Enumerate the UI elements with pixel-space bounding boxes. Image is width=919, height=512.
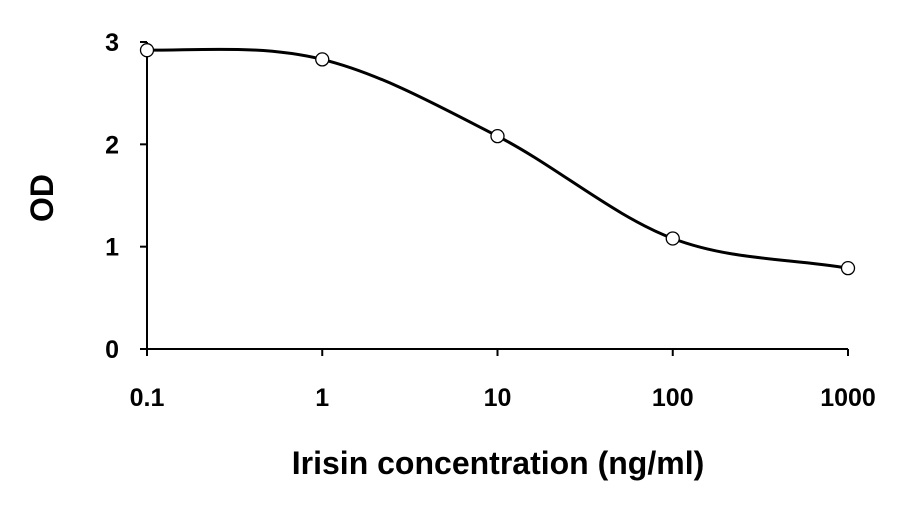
y-tick-label: 0 (105, 336, 119, 364)
data-point (665, 231, 680, 246)
axes (140, 41, 849, 356)
data-point (490, 128, 505, 144)
series-line (146, 47, 849, 270)
x-tick-label: 0.1 (130, 384, 165, 412)
series-curve-group (146, 47, 849, 270)
x-tick-label: 1 (315, 384, 329, 412)
y-tick-label: 3 (105, 29, 119, 57)
x-tick-label: 1000 (820, 384, 876, 412)
y-axis-title: OD (24, 174, 60, 222)
x-tick-label: 100 (652, 384, 694, 412)
y-tick-label: 1 (105, 234, 119, 262)
data-points (139, 43, 856, 276)
data-point (139, 43, 155, 58)
data-point (315, 52, 330, 67)
x-tick-labels: 0.1 1 10 100 1000 (130, 384, 876, 412)
x-tick-label: 10 (484, 384, 512, 412)
y-tick-label: 2 (105, 131, 119, 159)
y-tick-labels: 0 1 2 3 (105, 29, 119, 364)
x-axis-title: Irisin concentration (ng/ml) (292, 445, 704, 481)
data-point (840, 261, 856, 276)
